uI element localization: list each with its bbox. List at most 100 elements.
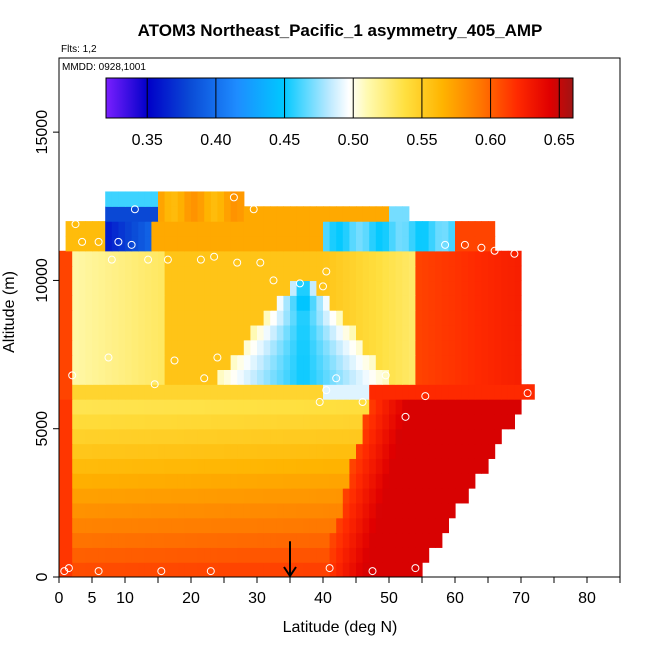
heatmap-cell xyxy=(78,488,86,504)
heatmap-cell xyxy=(481,250,489,267)
heatmap-cell xyxy=(138,280,146,296)
heatmap-cell xyxy=(111,547,119,563)
heatmap-cell xyxy=(85,562,93,577)
heatmap-cell xyxy=(210,191,218,207)
heatmap-cell xyxy=(415,473,423,489)
heatmap-cell xyxy=(98,428,106,445)
heatmap-cell xyxy=(78,547,86,563)
heatmap-cell xyxy=(270,384,278,400)
heatmap-cell xyxy=(243,265,251,282)
heatmap-cell xyxy=(362,473,370,489)
heatmap-cell xyxy=(336,339,344,356)
heatmap-cell xyxy=(177,280,185,296)
colorbar-tick-label: 0.50 xyxy=(338,132,369,149)
heatmap-cell xyxy=(125,369,133,385)
heatmap-cell xyxy=(191,562,199,577)
heatmap-cell xyxy=(111,206,119,222)
heatmap-cell xyxy=(290,428,298,445)
heatmap-cell xyxy=(243,458,251,474)
heatmap-cell xyxy=(191,413,199,430)
heatmap-cell xyxy=(276,250,284,267)
heatmap-cell xyxy=(197,280,205,296)
heatmap-cell xyxy=(408,369,416,385)
heatmap-cell xyxy=(408,221,416,237)
heatmap-cell xyxy=(243,250,251,267)
heatmap-cell xyxy=(105,354,113,370)
heatmap-cell xyxy=(395,547,403,563)
heatmap-cell xyxy=(257,473,265,489)
heatmap-cell xyxy=(184,473,192,489)
heatmap-cell xyxy=(514,250,522,267)
heatmap-cell xyxy=(92,517,100,534)
heatmap-cell xyxy=(131,324,139,341)
heatmap-cell xyxy=(177,250,185,267)
heatmap-cell xyxy=(72,399,80,415)
heatmap-cell xyxy=(296,324,304,341)
heatmap-cell xyxy=(408,413,416,430)
heatmap-cell xyxy=(382,473,390,489)
heatmap-cell xyxy=(336,473,344,489)
heatmap-cell xyxy=(111,221,119,237)
heatmap-cell xyxy=(85,235,93,252)
heatmap-cell xyxy=(92,473,100,489)
heatmap-cell xyxy=(105,399,113,415)
heatmap-cell xyxy=(488,369,496,385)
x-tick-label: 20 xyxy=(182,590,200,607)
heatmap-cell xyxy=(455,324,463,341)
heatmap-cell xyxy=(336,532,344,548)
heatmap-cell xyxy=(118,532,126,548)
heatmap-cell xyxy=(158,339,166,356)
heatmap-cell xyxy=(309,547,317,563)
heatmap-cell xyxy=(85,547,93,563)
heatmap-cell xyxy=(514,295,522,311)
heatmap-cell xyxy=(184,339,192,356)
heatmap-cell xyxy=(369,562,377,577)
heatmap-cell xyxy=(164,399,172,415)
heatmap-cell xyxy=(164,473,172,489)
heatmap-cell xyxy=(283,250,291,267)
heatmap-cell xyxy=(474,295,482,311)
heatmap-cell xyxy=(151,354,159,370)
heatmap-cell xyxy=(197,547,205,563)
heatmap-cell xyxy=(210,265,218,282)
heatmap-cell xyxy=(177,339,185,356)
heatmap-cell xyxy=(395,221,403,237)
heatmap-cell xyxy=(59,547,67,563)
heatmap-cell xyxy=(138,369,146,385)
heatmap-cell xyxy=(514,280,522,296)
heatmap-cell xyxy=(408,265,416,282)
heatmap-cell xyxy=(72,473,80,489)
heatmap-cell xyxy=(144,206,152,222)
heatmap-cell xyxy=(230,384,238,400)
heatmap-cell xyxy=(138,562,146,577)
heatmap-cell xyxy=(481,354,489,370)
heatmap-cell xyxy=(422,384,430,400)
heatmap-cell xyxy=(164,339,172,356)
heatmap-cell xyxy=(78,413,86,430)
heatmap-cell xyxy=(224,562,232,577)
heatmap-cell xyxy=(342,324,350,341)
heatmap-cell xyxy=(356,310,364,326)
heatmap-cell xyxy=(395,473,403,489)
heatmap-cell xyxy=(507,339,515,356)
heatmap-cell xyxy=(105,339,113,356)
heatmap-cell xyxy=(204,488,212,504)
heatmap-cell xyxy=(257,265,265,282)
heatmap-cell xyxy=(138,384,146,400)
heatmap-cell xyxy=(184,502,192,519)
heatmap-cell xyxy=(428,324,436,341)
heatmap-cell xyxy=(356,413,364,430)
heatmap-cell xyxy=(283,428,291,445)
heatmap-cell xyxy=(270,532,278,548)
heatmap-cell xyxy=(105,502,113,519)
heatmap-cell xyxy=(98,384,106,400)
heatmap-cell xyxy=(204,339,212,356)
heatmap-cell xyxy=(369,473,377,489)
heatmap-cell xyxy=(224,310,232,326)
x-tick-label: 50 xyxy=(380,590,398,607)
heatmap-cell xyxy=(362,206,370,222)
heatmap-cell xyxy=(237,428,245,445)
heatmap-cell xyxy=(243,562,251,577)
